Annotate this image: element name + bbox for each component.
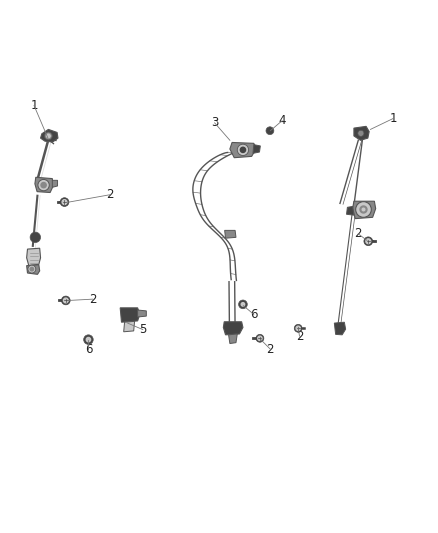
Circle shape [366,239,371,244]
Circle shape [86,337,91,342]
Polygon shape [27,265,40,274]
Text: 2: 2 [89,293,96,305]
Circle shape [84,335,93,344]
Polygon shape [41,130,58,142]
Polygon shape [35,177,53,192]
Circle shape [30,232,41,243]
Polygon shape [223,322,243,335]
Polygon shape [354,126,369,140]
Circle shape [360,206,367,213]
Polygon shape [334,322,346,335]
Circle shape [47,134,50,138]
Circle shape [64,298,68,303]
Polygon shape [138,310,146,317]
Circle shape [38,180,49,191]
Circle shape [239,300,247,309]
Circle shape [60,198,69,206]
Polygon shape [27,248,41,265]
Polygon shape [346,206,354,215]
Text: 2: 2 [354,228,362,240]
Circle shape [266,127,274,135]
Circle shape [240,147,246,152]
Text: 2: 2 [267,343,274,356]
Text: 1: 1 [389,112,397,125]
Circle shape [30,268,34,271]
Text: 6: 6 [250,308,258,321]
Circle shape [294,325,302,332]
Circle shape [41,182,46,188]
Text: 3: 3 [211,116,218,130]
Polygon shape [230,142,256,158]
Circle shape [362,208,365,211]
Text: 4: 4 [279,114,286,127]
Circle shape [62,200,67,205]
Text: 1: 1 [30,99,38,112]
Circle shape [364,237,373,246]
Polygon shape [52,180,57,187]
Circle shape [258,336,262,341]
Text: 6: 6 [85,343,92,356]
Polygon shape [253,144,260,154]
Circle shape [356,201,371,217]
Text: 2: 2 [296,329,303,343]
Circle shape [45,132,52,140]
Circle shape [241,303,245,306]
Circle shape [28,265,36,273]
Circle shape [358,130,364,136]
Polygon shape [124,321,134,332]
Text: 2: 2 [106,188,114,201]
Circle shape [256,334,264,342]
Polygon shape [120,308,140,322]
Polygon shape [225,230,236,238]
Circle shape [296,326,300,330]
Polygon shape [353,201,376,219]
Polygon shape [229,334,237,344]
Circle shape [61,296,70,305]
Circle shape [237,144,249,156]
Text: 5: 5 [139,323,147,336]
